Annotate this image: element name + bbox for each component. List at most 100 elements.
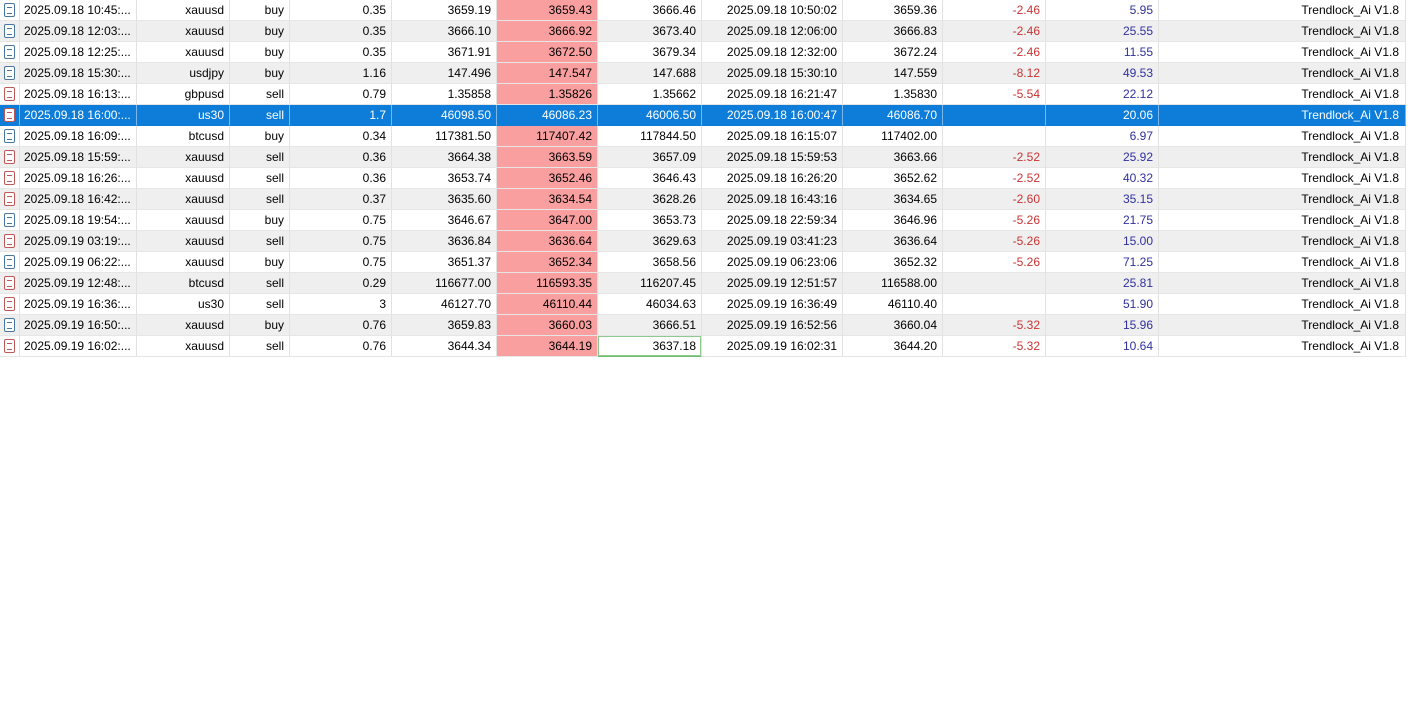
volume-cell: 0.76 xyxy=(290,336,392,357)
close-price-cell: 3644.20 xyxy=(843,336,943,357)
profit-cell: 5.95 xyxy=(1046,0,1159,21)
close-price-cell: 46086.70 xyxy=(843,105,943,126)
commission-cell: -2.52 xyxy=(943,168,1046,189)
comment-cell: Trendlock_Ai V1.8 xyxy=(1159,336,1406,357)
commission-cell: -5.32 xyxy=(943,315,1046,336)
sell-ticket-icon xyxy=(4,339,15,353)
comment-cell: Trendlock_Ai V1.8 xyxy=(1159,84,1406,105)
table-row[interactable]: 2025.09.18 19:54:... xauusd buy 0.75 364… xyxy=(0,210,1415,231)
table-row[interactable]: 2025.09.19 16:36:... us30 sell 3 46127.7… xyxy=(0,294,1415,315)
stop-loss-cell: 3647.00 xyxy=(497,210,598,231)
order-type-cell: sell xyxy=(230,336,290,357)
open-price-cell: 3659.19 xyxy=(392,0,497,21)
open-time-cell: 2025.09.18 12:25:... xyxy=(20,42,137,63)
ticket-icon-cell xyxy=(0,168,20,189)
table-row[interactable]: 2025.09.18 12:03:... xauusd buy 0.35 366… xyxy=(0,21,1415,42)
symbol-cell: xauusd xyxy=(137,315,230,336)
comment-cell: Trendlock_Ai V1.8 xyxy=(1159,105,1406,126)
comment-cell: Trendlock_Ai V1.8 xyxy=(1159,273,1406,294)
order-type-cell: sell xyxy=(230,231,290,252)
profit-cell: 25.55 xyxy=(1046,21,1159,42)
order-type-cell: sell xyxy=(230,273,290,294)
close-time-cell: 2025.09.18 16:00:47 xyxy=(702,105,843,126)
ticket-icon-cell xyxy=(0,315,20,336)
symbol-cell: xauusd xyxy=(137,42,230,63)
table-row[interactable]: 2025.09.19 06:22:... xauusd buy 0.75 365… xyxy=(0,252,1415,273)
open-price-cell: 117381.50 xyxy=(392,126,497,147)
order-type-cell: sell xyxy=(230,105,290,126)
buy-ticket-icon xyxy=(4,318,15,332)
ticket-icon-cell xyxy=(0,231,20,252)
table-row[interactable]: 2025.09.19 16:50:... xauusd buy 0.76 365… xyxy=(0,315,1415,336)
commission-cell xyxy=(943,273,1046,294)
sell-ticket-icon xyxy=(4,276,15,290)
ticket-icon-cell xyxy=(0,21,20,42)
comment-cell: Trendlock_Ai V1.8 xyxy=(1159,168,1406,189)
profit-cell: 21.75 xyxy=(1046,210,1159,231)
close-price-cell: 3646.96 xyxy=(843,210,943,231)
table-row[interactable]: 2025.09.18 10:45:... xauusd buy 0.35 365… xyxy=(0,0,1415,21)
row-right-spacer xyxy=(1406,189,1415,210)
profit-cell: 11.55 xyxy=(1046,42,1159,63)
order-type-cell: sell xyxy=(230,189,290,210)
take-profit-cell: 3658.56 xyxy=(598,252,702,273)
close-time-cell: 2025.09.18 10:50:02 xyxy=(702,0,843,21)
table-row[interactable]: 2025.09.18 16:00:... us30 sell 1.7 46098… xyxy=(0,105,1415,126)
ticket-icon-cell xyxy=(0,252,20,273)
table-row[interactable]: 2025.09.19 16:02:... xauusd sell 0.76 36… xyxy=(0,336,1415,357)
order-type-cell: buy xyxy=(230,63,290,84)
open-time-cell: 2025.09.19 03:19:... xyxy=(20,231,137,252)
volume-cell: 0.76 xyxy=(290,315,392,336)
close-price-cell: 46110.40 xyxy=(843,294,943,315)
sell-ticket-icon xyxy=(4,108,15,122)
sell-ticket-icon xyxy=(4,192,15,206)
order-type-cell: sell xyxy=(230,294,290,315)
open-time-cell: 2025.09.18 10:45:... xyxy=(20,0,137,21)
buy-ticket-icon xyxy=(4,45,15,59)
close-price-cell: 3666.83 xyxy=(843,21,943,42)
table-row[interactable]: 2025.09.19 12:48:... btcusd sell 0.29 11… xyxy=(0,273,1415,294)
stop-loss-cell: 3644.19 xyxy=(497,336,598,357)
table-row[interactable]: 2025.09.18 16:13:... gbpusd sell 0.79 1.… xyxy=(0,84,1415,105)
volume-cell: 0.75 xyxy=(290,252,392,273)
stop-loss-cell: 1.35826 xyxy=(497,84,598,105)
volume-cell: 0.35 xyxy=(290,21,392,42)
open-price-cell: 3636.84 xyxy=(392,231,497,252)
take-profit-cell: 3628.26 xyxy=(598,189,702,210)
open-time-cell: 2025.09.18 16:42:... xyxy=(20,189,137,210)
open-price-cell: 1.35858 xyxy=(392,84,497,105)
close-time-cell: 2025.09.18 15:59:53 xyxy=(702,147,843,168)
stop-loss-cell: 46110.44 xyxy=(497,294,598,315)
commission-cell xyxy=(943,294,1046,315)
row-right-spacer xyxy=(1406,105,1415,126)
table-row[interactable]: 2025.09.18 16:42:... xauusd sell 0.37 36… xyxy=(0,189,1415,210)
comment-cell: Trendlock_Ai V1.8 xyxy=(1159,0,1406,21)
ticket-icon-cell xyxy=(0,105,20,126)
commission-cell xyxy=(943,126,1046,147)
close-price-cell: 3663.66 xyxy=(843,147,943,168)
commission-cell: -2.46 xyxy=(943,42,1046,63)
table-row[interactable]: 2025.09.19 03:19:... xauusd sell 0.75 36… xyxy=(0,231,1415,252)
comment-cell: Trendlock_Ai V1.8 xyxy=(1159,63,1406,84)
symbol-cell: us30 xyxy=(137,105,230,126)
table-row[interactable]: 2025.09.18 16:26:... xauusd sell 0.36 36… xyxy=(0,168,1415,189)
stop-loss-cell: 3660.03 xyxy=(497,315,598,336)
table-row[interactable]: 2025.09.18 16:09:... btcusd buy 0.34 117… xyxy=(0,126,1415,147)
table-row[interactable]: 2025.09.18 15:30:... usdjpy buy 1.16 147… xyxy=(0,63,1415,84)
take-profit-cell: 46034.63 xyxy=(598,294,702,315)
ticket-icon-cell xyxy=(0,0,20,21)
profit-cell: 51.90 xyxy=(1046,294,1159,315)
symbol-cell: xauusd xyxy=(137,168,230,189)
open-price-cell: 3666.10 xyxy=(392,21,497,42)
ticket-icon-cell xyxy=(0,84,20,105)
ticket-icon-cell xyxy=(0,210,20,231)
symbol-cell: us30 xyxy=(137,294,230,315)
close-price-cell: 117402.00 xyxy=(843,126,943,147)
table-row[interactable]: 2025.09.18 15:59:... xauusd sell 0.36 36… xyxy=(0,147,1415,168)
volume-cell: 0.79 xyxy=(290,84,392,105)
table-row[interactable]: 2025.09.18 12:25:... xauusd buy 0.35 367… xyxy=(0,42,1415,63)
volume-cell: 0.29 xyxy=(290,273,392,294)
close-price-cell: 3634.65 xyxy=(843,189,943,210)
open-time-cell: 2025.09.18 16:26:... xyxy=(20,168,137,189)
symbol-cell: xauusd xyxy=(137,252,230,273)
